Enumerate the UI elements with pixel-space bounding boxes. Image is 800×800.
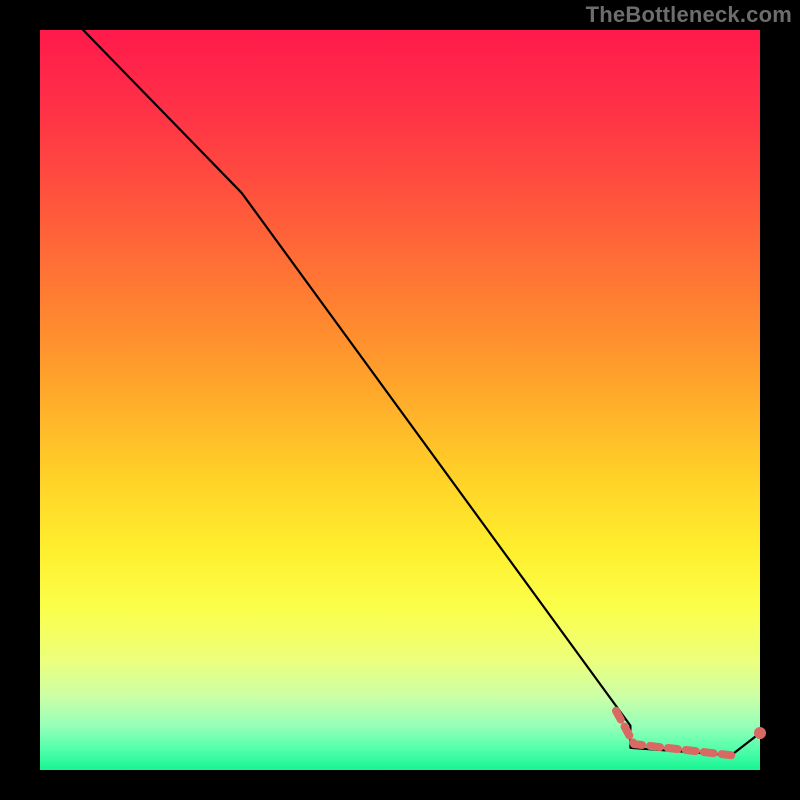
chart-svg bbox=[0, 0, 800, 800]
watermark-text: TheBottleneck.com bbox=[586, 2, 792, 28]
bottleneck-chart: TheBottleneck.com bbox=[0, 0, 800, 800]
highlight-end-marker bbox=[754, 727, 766, 739]
